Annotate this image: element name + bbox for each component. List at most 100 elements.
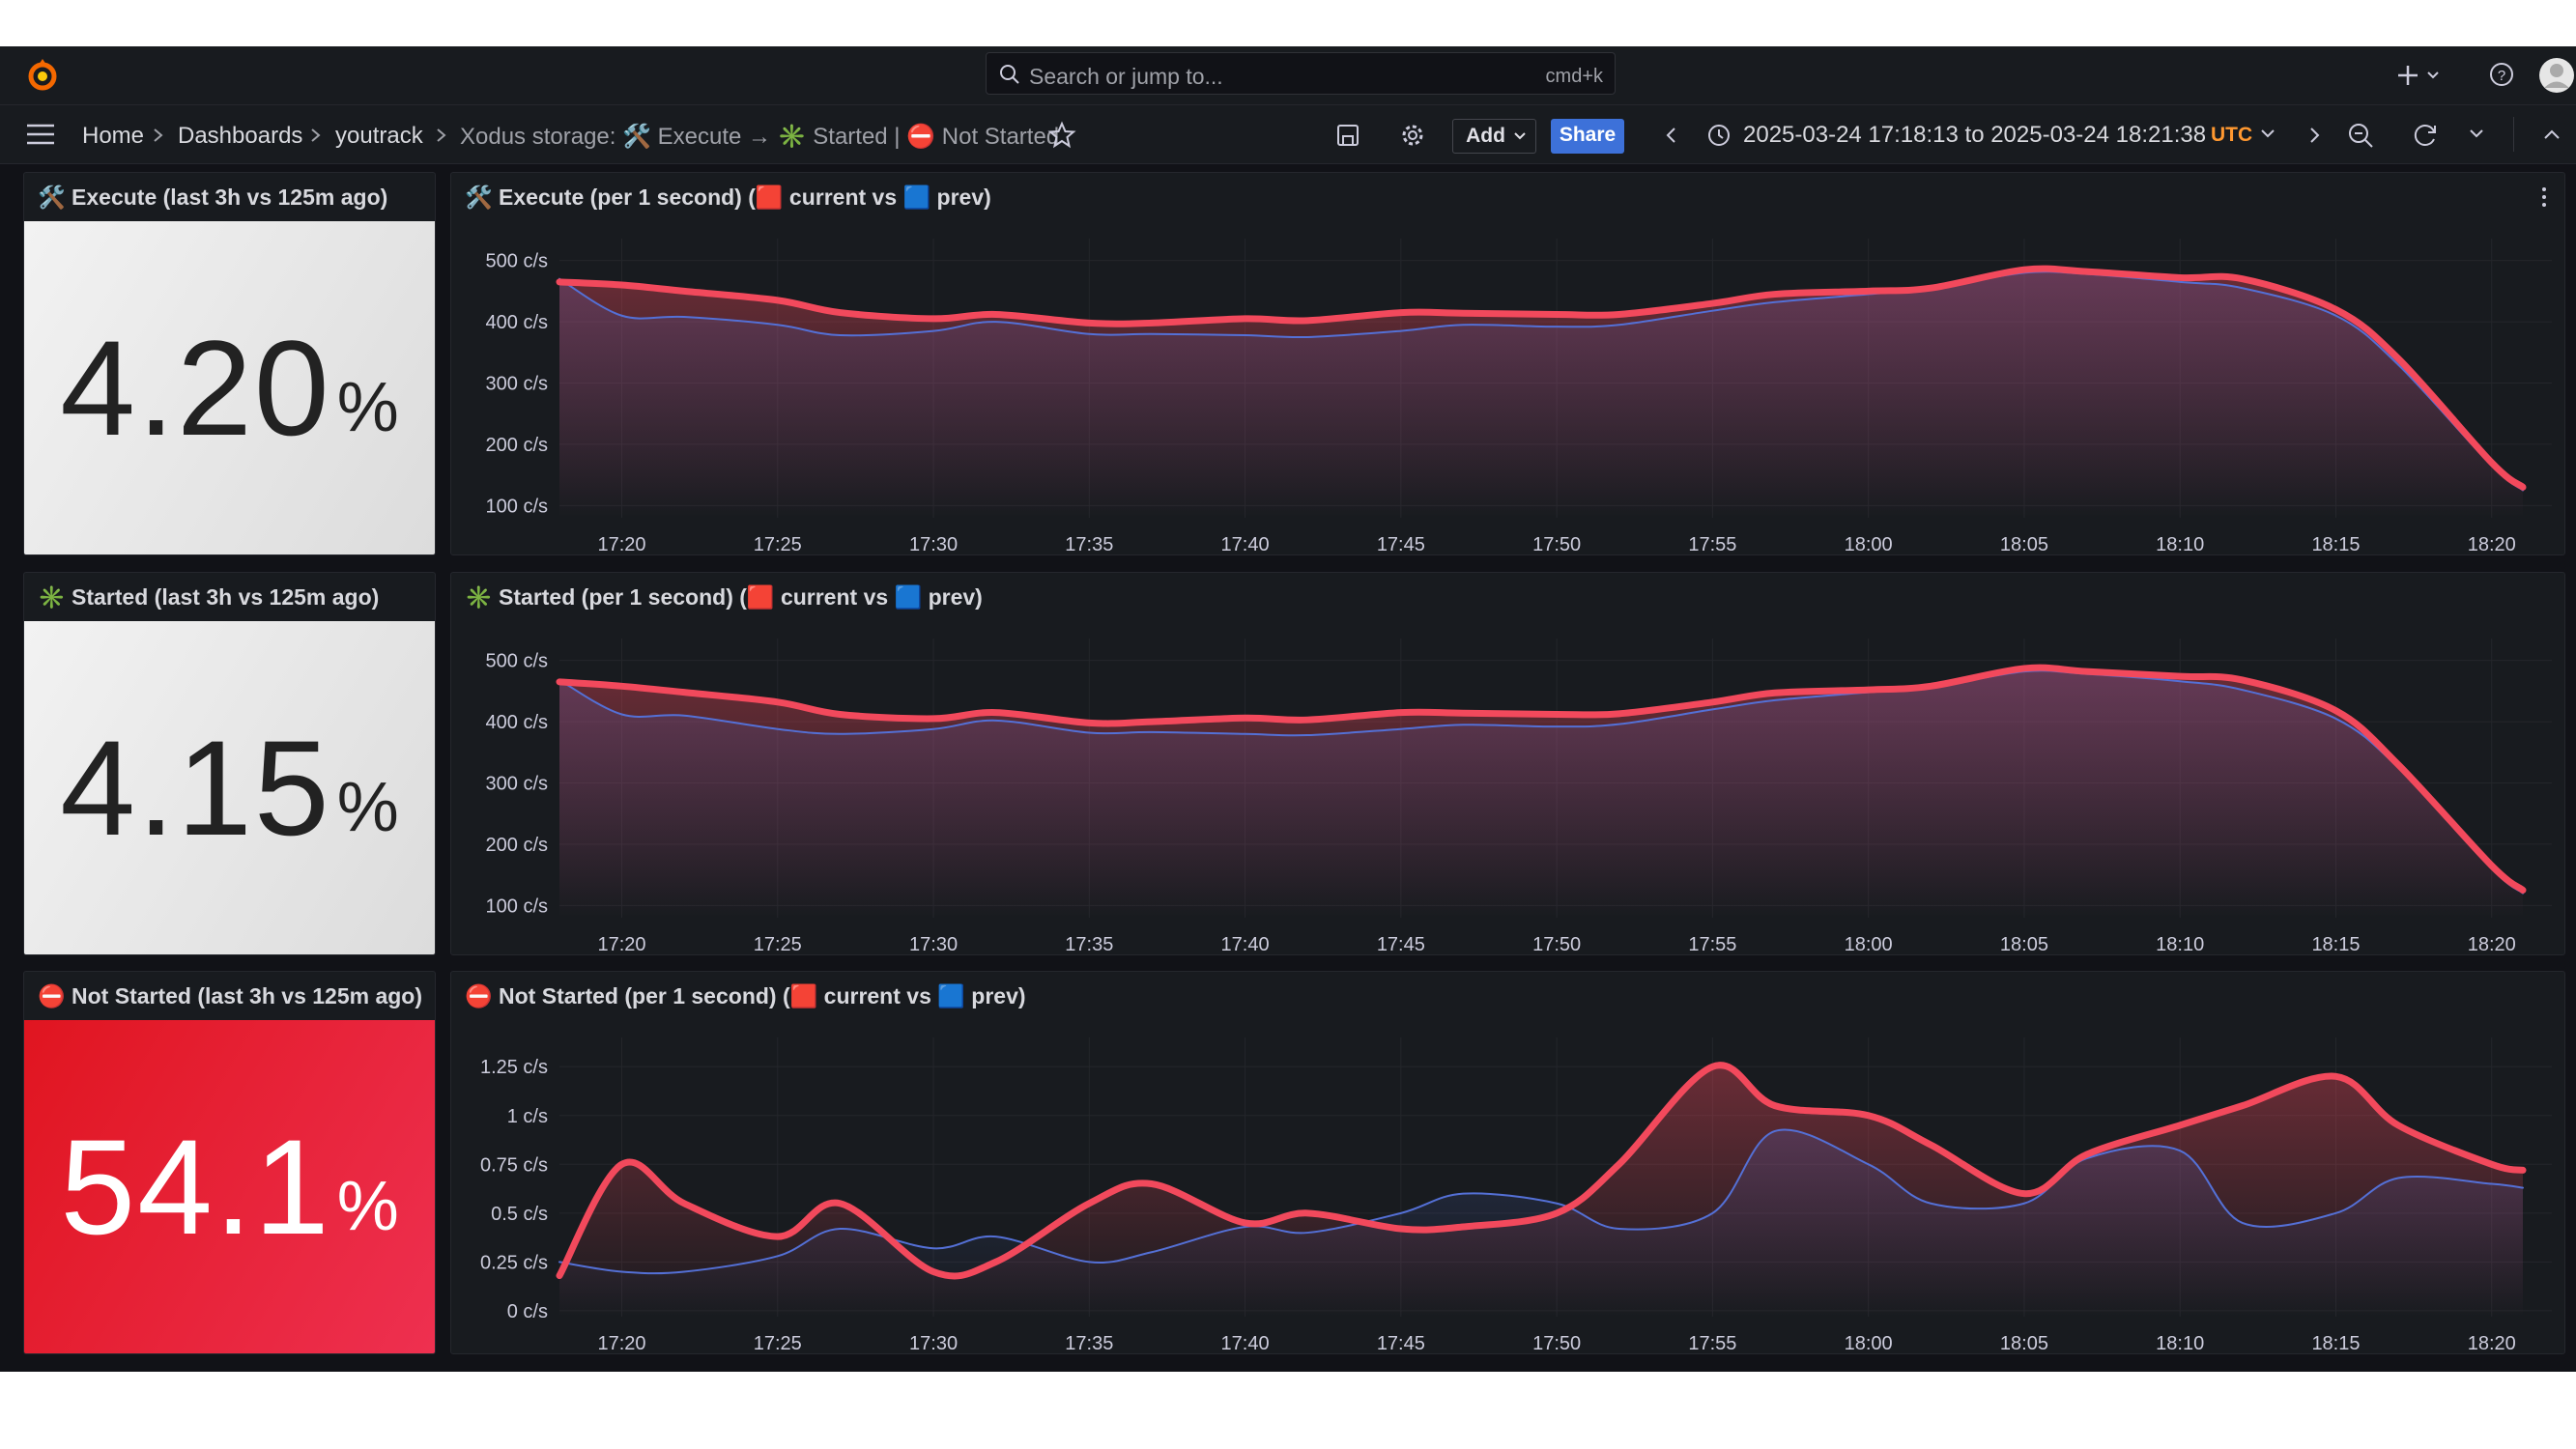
y-tick-label: 1.25 c/s (480, 1057, 548, 1078)
x-tick-label: 18:05 (2000, 934, 2048, 954)
menu-icon[interactable] (25, 121, 56, 148)
x-tick-label: 17:30 (909, 534, 958, 554)
x-tick-label: 17:50 (1532, 934, 1581, 954)
grafana-app: Search or jump to... cmd+k ? Home Dashbo… (0, 46, 2576, 1372)
avatar[interactable] (2537, 56, 2576, 95)
chevron (1514, 132, 1526, 140)
y-tick-label: 300 c/s (486, 774, 548, 795)
save-icon[interactable] (1333, 121, 1362, 150)
x-tick-label: 18:00 (1845, 534, 1893, 554)
x-tick-label: 18:10 (2156, 934, 2204, 954)
y-tick-label: 500 c/s (486, 651, 548, 672)
x-tick-label: 17:20 (597, 934, 645, 954)
zoom-out[interactable] (2346, 121, 2375, 150)
x-tick-label: 17:55 (1688, 934, 1736, 954)
chevron[interactable] (2468, 127, 2485, 142)
clock-icon (1708, 125, 1730, 146)
x-tick-label: 18:20 (2468, 1333, 2516, 1353)
x-tick-label: 17:35 (1065, 534, 1113, 554)
x-tick-label: 18:00 (1845, 1333, 1893, 1353)
x-tick-label: 17:45 (1377, 534, 1425, 554)
x-tick-label: 17:35 (1065, 1333, 1113, 1353)
panel-menu[interactable] (2532, 183, 2557, 212)
series-line (558, 270, 2524, 492)
breadcrumb-bar: Home Dashboards youtrack Xodus storage: … (0, 105, 2576, 164)
x-tick-label: 18:10 (2156, 1333, 2204, 1353)
x-tick-label: 17:55 (1688, 1333, 1736, 1353)
chevron (2261, 129, 2275, 138)
time-forward[interactable] (2304, 125, 2324, 146)
stat-unit: % (336, 1167, 399, 1245)
x-tick-label: 17:25 (754, 534, 802, 554)
collapse[interactable] (2541, 125, 2562, 144)
divider (2513, 117, 2514, 152)
x-tick-label: 18:15 (2311, 1333, 2360, 1353)
x-tick-label: 17:30 (909, 1333, 958, 1353)
breadcrumb[interactable]: Home (82, 123, 145, 149)
x-tick-label: 17:40 (1221, 1333, 1270, 1353)
x-tick-label: 18:10 (2156, 534, 2204, 554)
search-icon (1000, 65, 1019, 84)
new-menu[interactable] (2391, 58, 2449, 93)
stat-box: 4.20% (24, 221, 435, 554)
share-button[interactable]: Share (1551, 119, 1624, 154)
series-line (558, 669, 2524, 895)
x-tick-label: 17:25 (754, 934, 802, 954)
timezone[interactable]: UTC (2211, 124, 2253, 146)
stat-value: 4.20 (60, 311, 331, 464)
star-icon[interactable] (1047, 121, 1076, 150)
area-fill (559, 670, 2523, 918)
search-box[interactable]: Search or jump to... cmd+k (986, 52, 1616, 95)
x-tick-label: 17:45 (1377, 1333, 1425, 1353)
x-tick-label: 17:30 (909, 934, 958, 954)
panel-title: ✳️ Started (per 1 second) (🟥 current vs … (465, 584, 983, 610)
grafana-logo[interactable] (23, 56, 62, 95)
x-tick-label: 17:40 (1221, 534, 1270, 554)
y-tick-label: 0.25 c/s (480, 1252, 548, 1273)
stat-panel: ⛔ Not Started (last 3h vs 125m ago) 54.1… (23, 971, 436, 1354)
y-tick-label: 500 c/s (486, 251, 548, 272)
x-tick-label: 18:15 (2311, 534, 2360, 554)
panel-title: 🛠️ Execute (per 1 second) (🟥 current vs … (465, 185, 991, 210)
breadcrumb-separator (437, 128, 446, 142)
y-tick-label: 0.5 c/s (491, 1204, 548, 1225)
breadcrumb-separator (311, 128, 321, 142)
y-tick-label: 200 c/s (486, 835, 548, 856)
breadcrumb[interactable]: Dashboards (178, 123, 303, 149)
x-tick-label: 18:00 (1845, 934, 1893, 954)
x-tick-label: 18:05 (2000, 1333, 2048, 1353)
x-tick-label: 18:15 (2311, 934, 2360, 954)
add-label: Add (1466, 125, 1505, 147)
refresh[interactable] (2411, 121, 2440, 150)
x-tick-label: 17:50 (1532, 534, 1581, 554)
x-tick-label: 17:50 (1532, 1333, 1581, 1353)
chart-panel: 0 c/s 0.25 c/s 0.5 c/s 0.75 c/s 1 c/s 1.25 c/… (450, 971, 2565, 1354)
y-tick-label: 0.75 c/s (480, 1154, 548, 1176)
x-tick-label: 18:20 (2468, 934, 2516, 954)
time-series-chart: 0 c/s 0.25 c/s 0.5 c/s 0.75 c/s 1 c/s 1.25 c/… (480, 1037, 2552, 1353)
y-tick-label: 100 c/s (486, 895, 548, 917)
time-back[interactable] (1662, 125, 1681, 146)
series-line (556, 265, 2527, 491)
panel-title: ⛔ Not Started (per 1 second) (🟥 current … (465, 983, 1026, 1009)
stat-unit: % (336, 368, 399, 446)
stat-panel: 🛠️ Execute (last 3h vs 125m ago) 4.20% (23, 172, 436, 555)
add-button[interactable]: Add (1452, 119, 1536, 154)
panel-title: ⛔ Not Started (last 3h vs 125m ago) (38, 983, 423, 1009)
stat-value: 54.1 (60, 1110, 331, 1263)
y-tick-label: 400 c/s (486, 312, 548, 333)
x-tick-label: 17:20 (597, 1333, 645, 1353)
x-tick-label: 17:25 (754, 1333, 802, 1353)
settings-icon[interactable] (1398, 121, 1427, 150)
y-tick-label: 300 c/s (486, 374, 548, 395)
breadcrumb[interactable]: youtrack (335, 123, 423, 149)
area-fill (559, 1129, 2523, 1317)
time-range[interactable]: 2025-03-24 17:18:13 to 2025-03-24 18:21:… (1743, 122, 2207, 148)
x-tick-label: 17:20 (597, 534, 645, 554)
stat-panel: ✳️ Started (last 3h vs 125m ago) 4.15% (23, 572, 436, 955)
help-icon[interactable]: ? (2485, 58, 2518, 91)
x-tick-label: 17:55 (1688, 534, 1736, 554)
x-tick-label: 18:05 (2000, 534, 2048, 554)
y-tick-label: 0 c/s (507, 1301, 548, 1322)
